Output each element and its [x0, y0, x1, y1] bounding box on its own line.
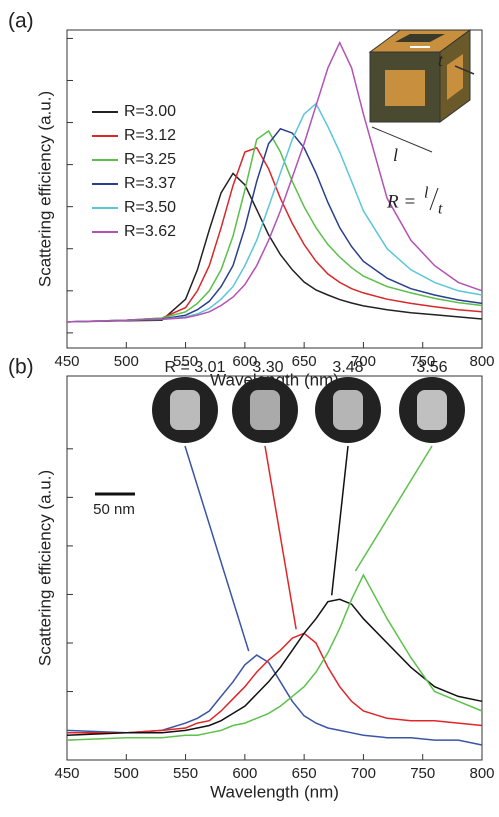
series-line: [66, 40, 483, 323]
x-tick-label: 600: [232, 353, 257, 370]
x-tick-label: 450: [54, 353, 79, 370]
x-tick-label: 500: [114, 353, 139, 370]
sem-images: [95, 377, 465, 496]
series-label: R = 3.01: [165, 359, 226, 376]
x-tick-label: 600: [232, 765, 257, 782]
series-line: [66, 598, 483, 736]
series-line: [67, 632, 483, 734]
formula-lhs: R =: [386, 191, 416, 212]
legend-label: R=3.62: [124, 223, 176, 240]
y-axis-label: Scattering efficiency (a.u.): [35, 470, 54, 666]
x-tick-label: 550: [173, 353, 198, 370]
x-tick-label: 700: [351, 353, 376, 370]
formula-num: l: [424, 185, 429, 202]
pointer-line: [330, 445, 349, 596]
formula-slash: [429, 187, 439, 211]
series-line: [66, 129, 483, 323]
x-tick-label: 650: [292, 765, 317, 782]
panel-label: (b): [8, 356, 34, 379]
x-tick-label: 550: [173, 765, 198, 782]
inset-label-l: l: [393, 145, 398, 165]
x-axis-label: Wavelength (nm): [210, 782, 339, 801]
pointer-line: [184, 445, 250, 652]
plot-frame: [66, 29, 483, 349]
cube-inset: [368, 29, 475, 153]
x-axis-label: Wavelength (nm): [210, 370, 339, 389]
x-tick-label: 800: [469, 765, 494, 782]
series-line: [66, 127, 483, 323]
legend-label: R=3.12: [124, 127, 176, 144]
series-line: [66, 654, 483, 746]
series-label: 3.30: [252, 359, 283, 376]
series-line: [66, 102, 483, 323]
x-tick-label: 750: [410, 353, 435, 370]
formula-den: t: [438, 201, 443, 218]
series-line: [66, 146, 483, 323]
x-tick-label: 500: [114, 765, 139, 782]
x-tick-label: 700: [351, 765, 376, 782]
series-label: 3.48: [332, 359, 363, 376]
x-tick-label: 650: [292, 353, 317, 370]
legend-label: R=3.25: [124, 151, 176, 168]
legend-label: R=3.00: [124, 103, 176, 120]
scale-bar-label: 50 nm: [93, 501, 135, 518]
inset-label-t: t: [438, 50, 444, 70]
x-tick-label: 800: [469, 353, 494, 370]
legend-label: R=3.37: [124, 175, 176, 192]
legend-label: R=3.50: [124, 199, 176, 216]
plot-frame: [66, 375, 483, 761]
series-line: [66, 573, 483, 741]
series-label: 3.56: [416, 359, 447, 376]
panel-label: (a): [8, 10, 34, 33]
y-axis-label: Scattering efficiency (a.u.): [35, 91, 54, 287]
series-line: [66, 172, 483, 323]
pointer-line: [354, 445, 433, 572]
x-tick-label: 450: [54, 765, 79, 782]
pointer-line: [264, 445, 297, 630]
x-tick-label: 750: [410, 765, 435, 782]
